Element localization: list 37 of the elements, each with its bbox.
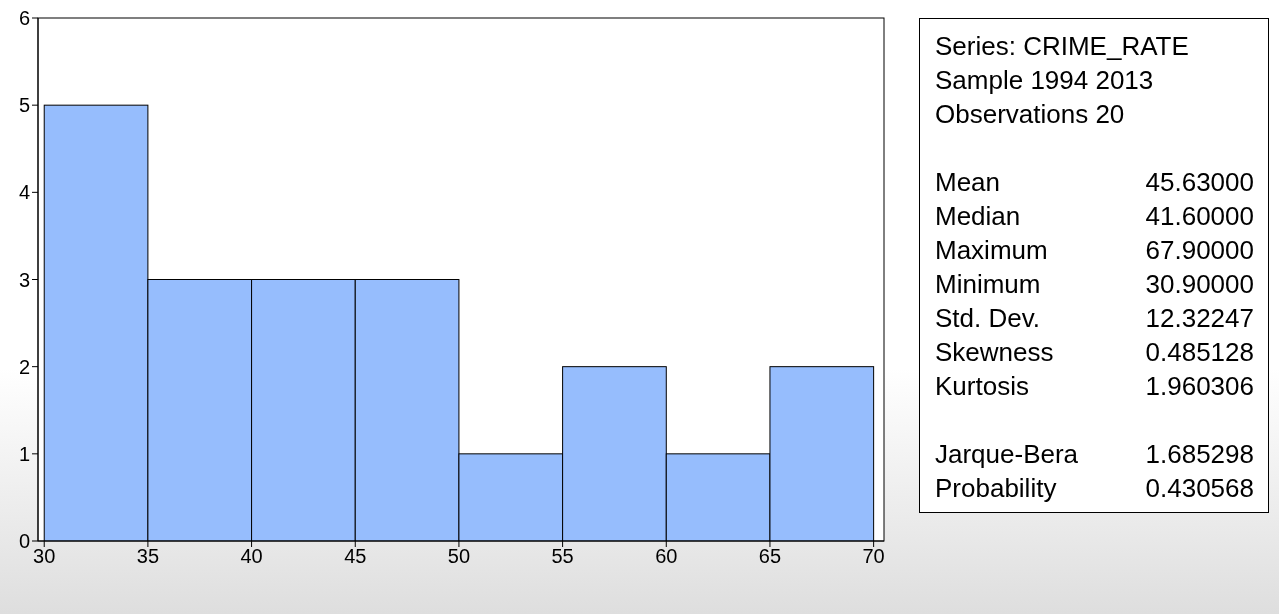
y-tick-label: 0 [18,530,30,553]
y-tick-label: 1 [18,442,30,465]
text: 1.685298 [1145,438,1254,471]
x-tick-label: 70 [862,545,885,568]
text: Median [935,200,1021,233]
text: Jarque-Bera [935,438,1079,471]
text: Observations 20 [935,98,1126,131]
text: 45.63000 [1145,166,1254,199]
y-tick-label: 3 [18,268,30,291]
text: 0.430568 [1145,472,1254,505]
y-tick-label: 5 [18,94,30,117]
text: 41.60000 [1145,200,1254,233]
x-tick-label: 50 [447,545,471,568]
text: Probability [935,472,1057,505]
text: Mean [935,166,1001,199]
x-tick-label: 55 [551,545,574,568]
text: Kurtosis [935,370,1029,403]
text: Std. Dev. [935,302,1041,335]
x-tick-label: 60 [655,545,678,568]
y-tick-label: 6 [18,7,30,30]
y-tick-label: 2 [18,355,30,378]
text: Series: CRIME_RATE [935,30,1190,63]
y-tick-label: 4 [18,181,30,204]
text: 12.32247 [1145,302,1254,335]
x-tick-label: 40 [240,545,263,568]
text: 1.960306 [1145,370,1254,403]
text: 30.90000 [1145,268,1254,301]
x-tick-label: 30 [33,545,56,568]
x-tick-label: 65 [758,545,782,568]
text: 0.485128 [1145,336,1254,369]
text: Sample 1994 2013 [935,64,1155,97]
x-tick-label: 45 [344,545,367,568]
text: Maximum [935,234,1048,267]
text: 67.90000 [1145,234,1254,267]
text: Skewness [935,336,1054,369]
x-tick-label: 35 [136,545,160,568]
text: Minimum [935,268,1041,301]
